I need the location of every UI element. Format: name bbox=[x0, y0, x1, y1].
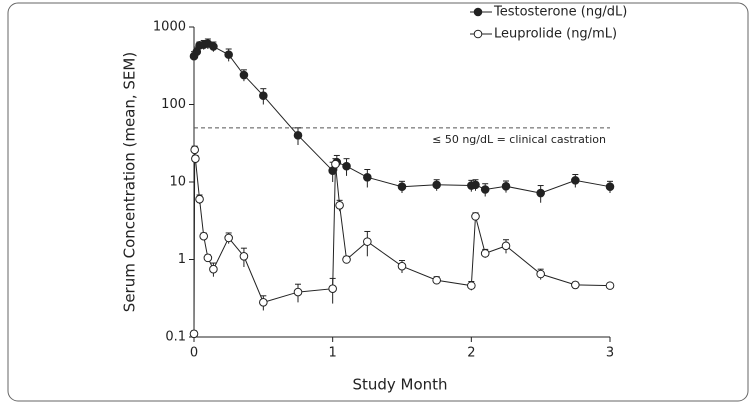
legend-marker bbox=[473, 29, 483, 39]
data-point bbox=[195, 194, 204, 204]
data-point bbox=[471, 180, 480, 190]
x-tick-label: 3 bbox=[606, 346, 614, 361]
y-tick-label: 0.1 bbox=[165, 330, 186, 345]
y-tick-label: 100 bbox=[161, 97, 186, 112]
data-point bbox=[335, 201, 344, 210]
x-tick-label: 1 bbox=[329, 346, 337, 361]
data-point bbox=[363, 172, 372, 182]
data-point bbox=[224, 233, 233, 243]
data-point bbox=[363, 237, 372, 246]
data-point bbox=[293, 287, 303, 297]
legend-marker bbox=[473, 7, 483, 17]
data-point bbox=[397, 182, 407, 191]
data-point bbox=[293, 131, 303, 140]
data-point bbox=[536, 269, 545, 279]
x-tick-label: 2 bbox=[467, 346, 475, 361]
data-point bbox=[605, 182, 615, 191]
y-tick-label: 1000 bbox=[153, 20, 186, 35]
data-point bbox=[199, 231, 209, 241]
data-point bbox=[189, 329, 199, 339]
data-point bbox=[259, 91, 268, 100]
reference-label: ≤ 50 ng/dL = clinical castration bbox=[432, 133, 606, 146]
data-point bbox=[571, 176, 580, 185]
data-point bbox=[501, 182, 511, 191]
data-point bbox=[209, 42, 218, 51]
data-point bbox=[259, 298, 268, 307]
data-point bbox=[605, 281, 615, 290]
data-point bbox=[480, 249, 490, 258]
data-point bbox=[571, 280, 580, 290]
frame bbox=[7, 2, 749, 402]
data-point bbox=[203, 253, 213, 263]
data-point bbox=[342, 161, 351, 171]
data-point bbox=[342, 255, 351, 264]
x-axis-label: Study Month bbox=[352, 376, 447, 394]
legend-label: Testosterone (ng/dL) bbox=[493, 5, 627, 20]
y-tick-label: 10 bbox=[169, 175, 186, 190]
y-axis-label: Serum Concentration (mean, SEM) bbox=[121, 52, 139, 312]
y-tick-label: 1 bbox=[178, 252, 186, 267]
data-point bbox=[239, 251, 249, 261]
data-point bbox=[239, 70, 249, 80]
data-point bbox=[328, 284, 337, 293]
legend-label: Leuprolide (ng/mL) bbox=[494, 27, 617, 42]
data-point bbox=[209, 264, 218, 274]
data-point bbox=[501, 241, 511, 251]
x-tick-label: 0 bbox=[190, 346, 198, 361]
data-point bbox=[191, 154, 200, 163]
data-point bbox=[432, 180, 441, 190]
data-point bbox=[467, 281, 476, 290]
data-point bbox=[224, 50, 233, 59]
data-point bbox=[190, 145, 199, 155]
data-point bbox=[536, 188, 545, 198]
data-point bbox=[331, 159, 340, 169]
series-line bbox=[193, 43, 611, 194]
data-point bbox=[471, 212, 480, 221]
data-point bbox=[397, 261, 407, 271]
data-point bbox=[432, 275, 441, 285]
data-point bbox=[480, 185, 490, 194]
series-line bbox=[193, 149, 611, 334]
